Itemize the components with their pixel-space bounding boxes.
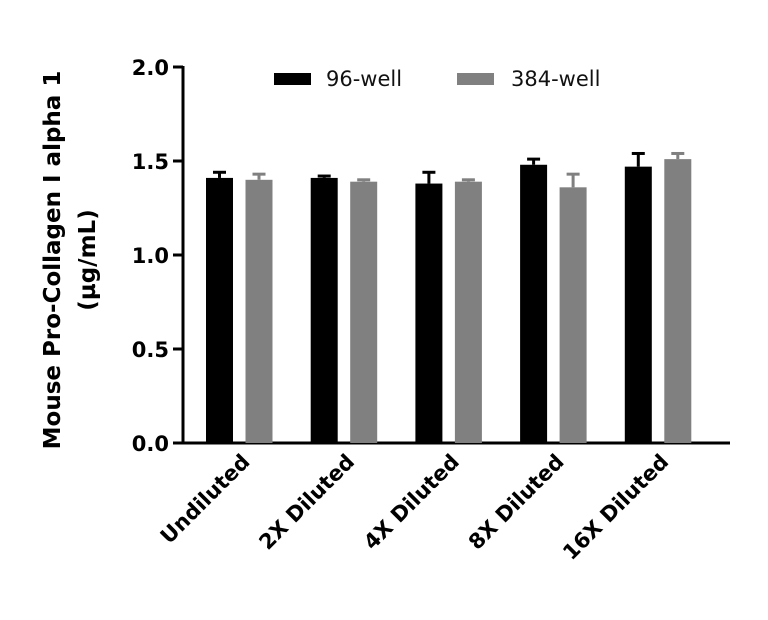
bar-96-well [206, 177, 233, 444]
x-tick-label: 16X Diluted [558, 450, 673, 565]
y-tick-label: 0.0 [132, 432, 169, 456]
y-axis-title-line2: (µg/mL) [75, 209, 101, 310]
bar-96-well [415, 183, 443, 443]
y-tick-label: 2.0 [132, 56, 169, 80]
bar-96-well [310, 177, 338, 444]
y-tick-label: 1.5 [132, 150, 169, 174]
legend-label-384-well: 384-well [511, 67, 600, 91]
x-tick-label: Undiluted [156, 450, 255, 549]
bar-96-well [624, 166, 652, 443]
x-tick-labels: Undiluted 2X Diluted 4X Diluted 8X Diluted1… [156, 450, 674, 565]
bar-384-well [454, 181, 482, 443]
bar-384-well [664, 159, 692, 443]
y-axis-title: Mouse Pro-Collagen I alpha 1 (µg/mL) [40, 71, 101, 450]
legend-swatch-384-well [457, 73, 494, 85]
y-axis-title-line1: Mouse Pro-Collagen I alpha 1 [40, 71, 66, 450]
bar-384-well [245, 179, 273, 444]
x-tick-label: 8X Diluted [464, 450, 569, 555]
y-tick-label: 0.5 [132, 338, 169, 362]
legend-swatch-96-well [274, 73, 311, 85]
bar-384-well [350, 181, 378, 443]
x-tick-label: 2X Diluted [254, 450, 359, 555]
x-tick-label: 4X Diluted [359, 450, 464, 555]
bars [206, 151, 692, 444]
bar-384-well [559, 187, 587, 443]
legend-label-96-well: 96-well [326, 67, 402, 91]
bar-96-well [520, 164, 548, 443]
legend: 96-well 384-well [274, 67, 600, 91]
y-tick-label: 1.0 [132, 244, 169, 268]
